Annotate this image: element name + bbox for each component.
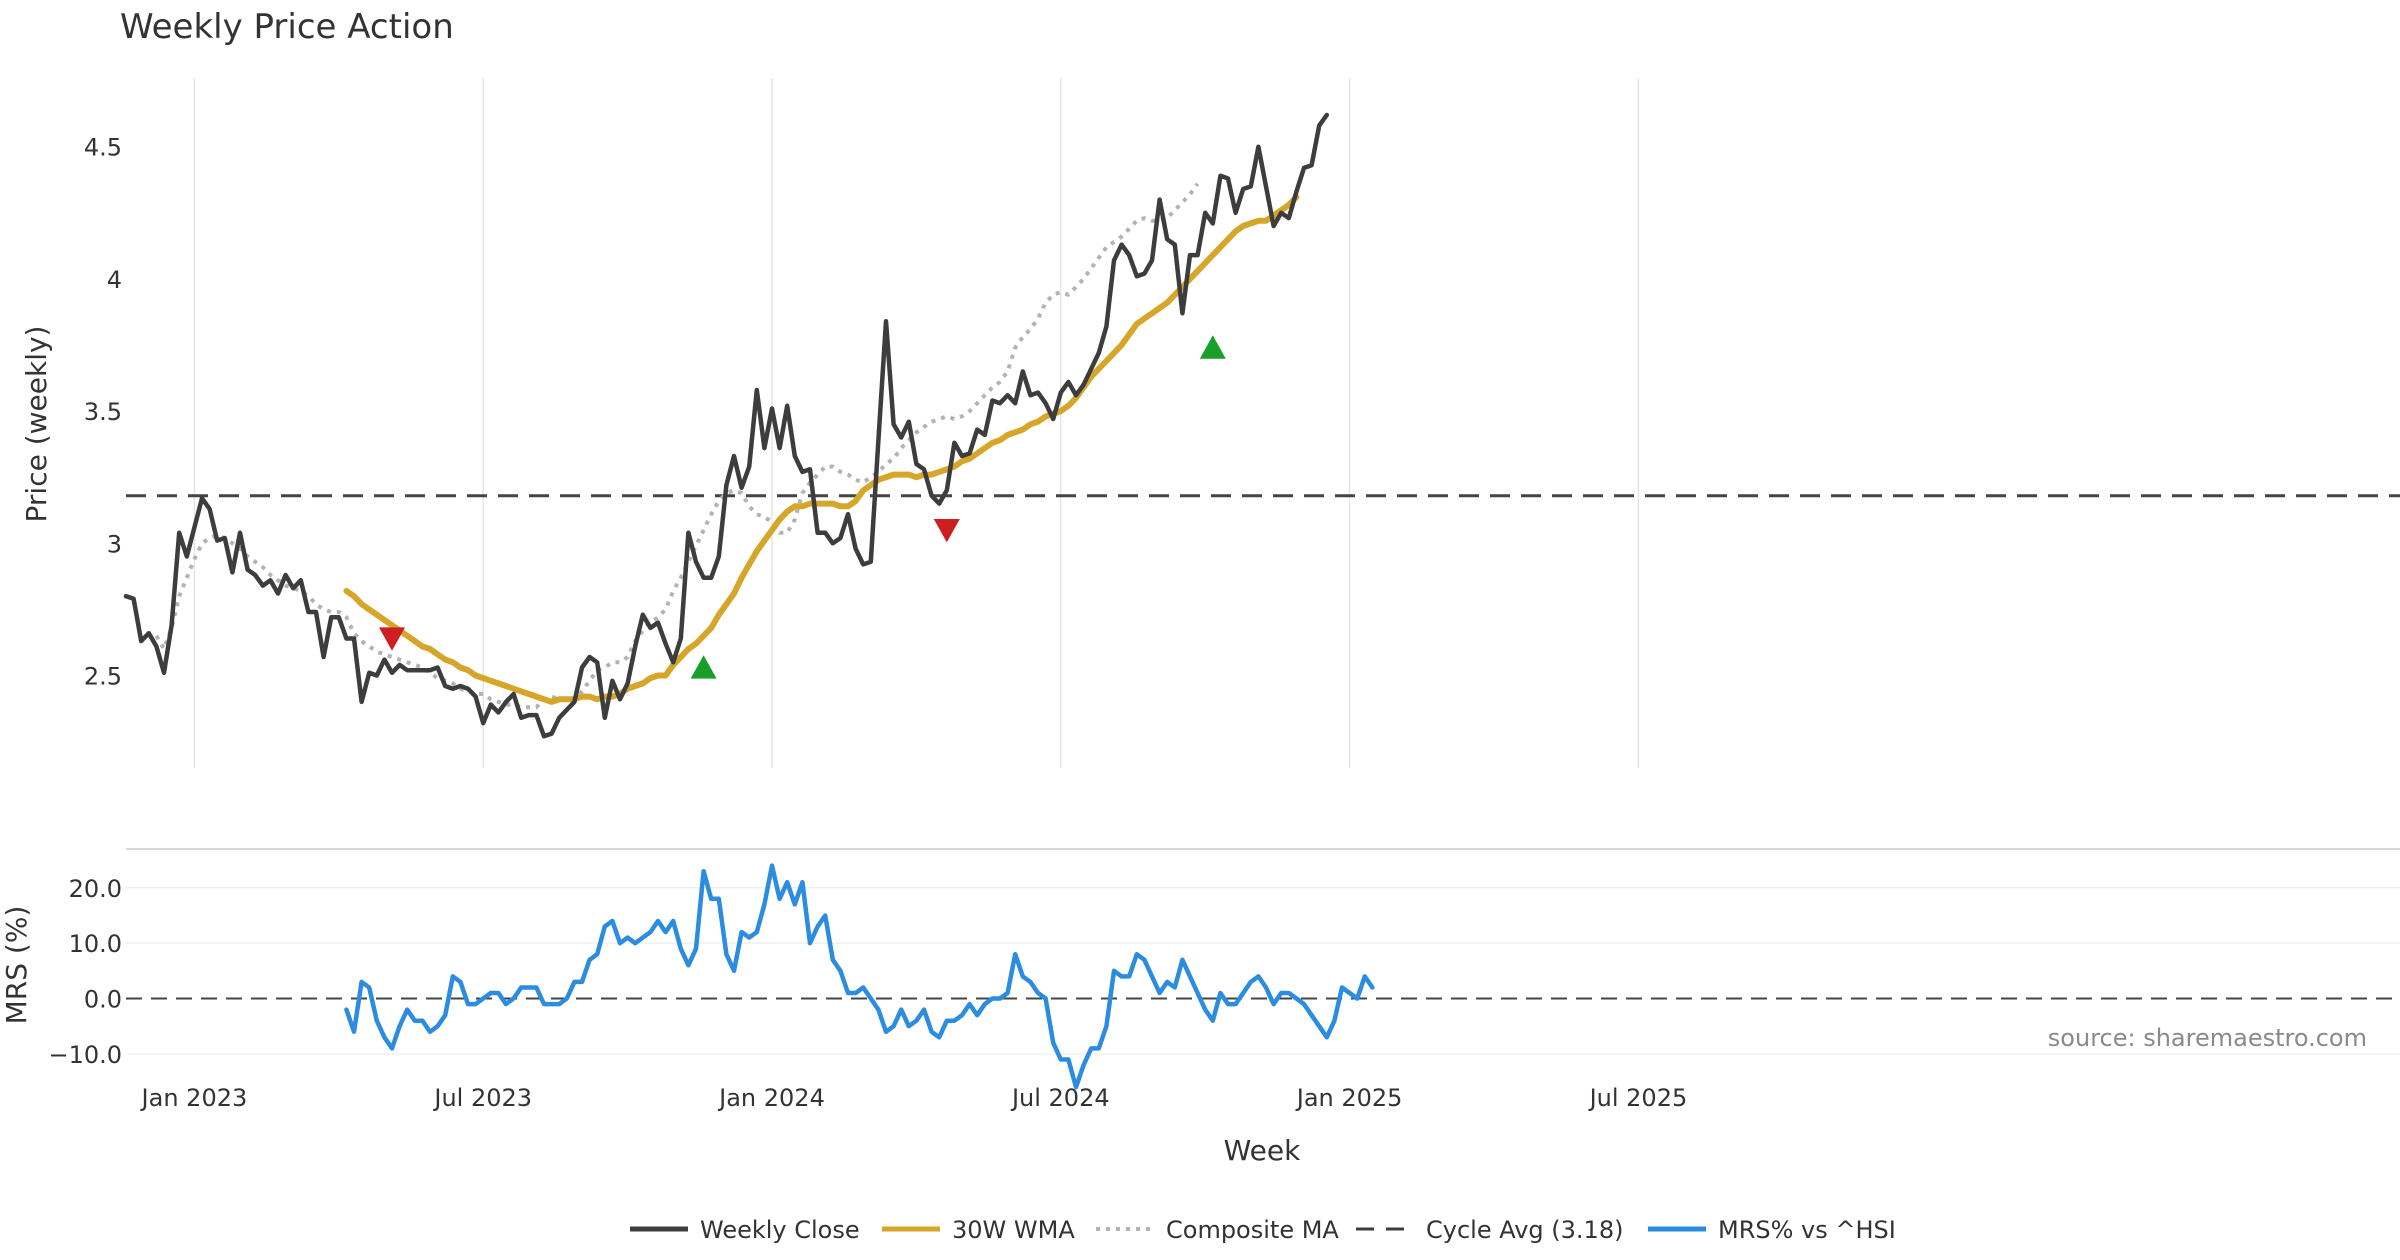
weekly-close-line (123, 112, 1330, 739)
mrs-y-tick-label: −10.0 (48, 1041, 122, 1069)
x-tick-label: Jan 2024 (717, 1084, 825, 1112)
reference-lines (126, 494, 2400, 1000)
x-tick-label: Jan 2023 (140, 1084, 248, 1112)
price-y-tick-label: 2.5 (84, 662, 122, 690)
mrs-y-axis-label: MRS (%) (0, 906, 33, 1025)
mrs-y-tick-label: 0.0 (84, 986, 122, 1014)
chart-title: Weekly Price Action (120, 7, 454, 47)
price-y-tick-label: 4 (107, 266, 122, 294)
sell-signal-marker (379, 627, 405, 651)
y-tick-labels: 2.5 3 3.5 4 4.5 20.0 10.0 0.0 −10.0 (48, 134, 122, 1069)
x-tick-label: Jul 2024 (1010, 1084, 1110, 1112)
buy-signal-marker (1199, 335, 1226, 359)
x-axis-label: Week (1224, 1134, 1301, 1167)
x-tick-label: Jul 2025 (1588, 1084, 1688, 1112)
legend-label: MRS% vs ^HSI (1718, 1216, 1896, 1244)
legend-label: 30W WMA (952, 1216, 1075, 1244)
gridlines (126, 78, 2400, 1055)
price-y-axis-label: Price (weekly) (20, 326, 53, 523)
legend-label: Composite MA (1166, 1216, 1339, 1244)
x-tick-labels: Jan 2023 Jul 2023 Jan 2024 Jul 2024 Jan 2025… (140, 1084, 1688, 1112)
composite-ma-line (154, 182, 1200, 710)
legend-label: Cycle Avg (3.18) (1426, 1216, 1623, 1244)
mrs-line (344, 863, 1375, 1090)
wma-30w-line (343, 194, 1300, 705)
source-note: source: sharemaestro.com (2048, 1024, 2367, 1052)
x-tick-label: Jan 2025 (1295, 1084, 1403, 1112)
price-y-tick-label: 3.5 (84, 398, 122, 426)
price-y-tick-label: 4.5 (84, 134, 122, 162)
buy-signal-marker (690, 655, 717, 679)
series-lines (123, 112, 1375, 1090)
legend: Weekly Close 30W WMA Composite MA Cycle Avg… (630, 1216, 1896, 1244)
x-tick-label: Jul 2023 (432, 1084, 532, 1112)
legend-label: Weekly Close (700, 1216, 860, 1244)
mrs-y-tick-label: 10.0 (69, 930, 122, 958)
mrs-y-tick-label: 20.0 (69, 875, 122, 903)
signal-markers (379, 335, 1226, 679)
sell-signal-marker (933, 519, 960, 543)
price-y-tick-label: 3 (107, 530, 122, 558)
